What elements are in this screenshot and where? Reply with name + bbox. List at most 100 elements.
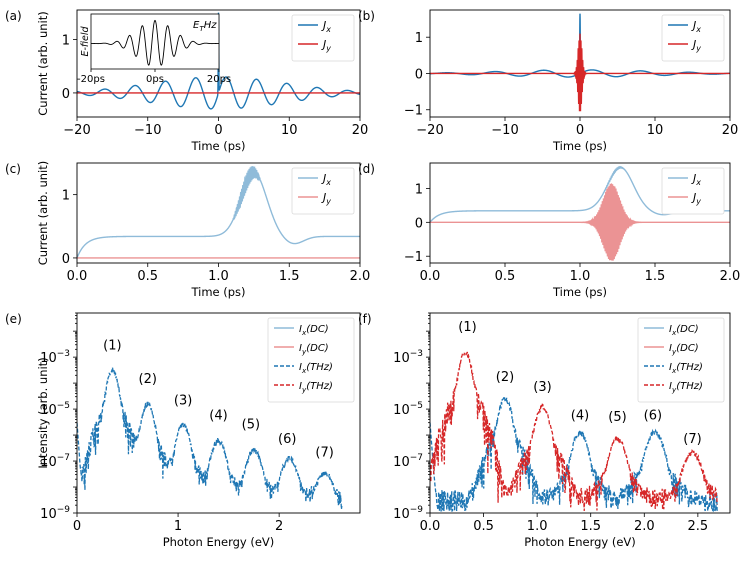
y-tick-label-b: −1 — [404, 104, 423, 119]
y-tick-label-e: 10−7 — [40, 453, 70, 470]
x-tick-label-b: 0 — [576, 123, 584, 138]
legend-d: Jx Jy — [661, 167, 725, 215]
panel-label-c: (c) — [5, 162, 21, 176]
x-tick-label-f: 2.0 — [634, 519, 655, 534]
legend-label-3: Ix(THz) — [299, 362, 333, 375]
x-tick-label-c: 1.5 — [279, 269, 300, 284]
legend-a: Jx Jy — [291, 14, 355, 62]
x-tick-label-e: 0 — [73, 519, 81, 534]
y-tick-label-e: 10−5 — [40, 401, 70, 418]
y-tick-label-b: 1 — [415, 31, 423, 46]
series-line-Jx — [77, 12, 360, 110]
x-tick-label-b: −20 — [416, 123, 443, 138]
x-tick-label-a: −10 — [134, 123, 161, 138]
plot-area-e — [77, 367, 343, 510]
x-tick-label-d: 2.0 — [720, 269, 741, 284]
plot-area-f — [430, 351, 718, 513]
x-tick-label-c: 0.0 — [67, 269, 88, 284]
x-tick-label-b: 10 — [647, 123, 664, 138]
x-axis-label-d: Time (ps) — [552, 285, 607, 299]
x-tick-label-c: 0.5 — [137, 269, 158, 284]
legend-b: Jx Jy — [661, 14, 725, 62]
peak-annotation-6: (6) — [278, 432, 296, 447]
x-tick-label-f: 0.5 — [473, 519, 494, 534]
inset-frame — [90, 13, 220, 70]
legend-label-2: Jy — [691, 38, 701, 53]
y-tick-label-a: 1 — [62, 33, 70, 48]
x-tick-label-d: 0.0 — [420, 269, 441, 284]
x-tick-label-b: 20 — [722, 123, 739, 138]
y-tick-label-e: 10−9 — [40, 505, 70, 522]
y-tick-label-f: 10−7 — [393, 453, 423, 470]
peak-annotation-1: (1) — [103, 338, 121, 353]
panel-label-d: (d) — [358, 162, 375, 176]
panel-c: (c) 0.0 0.5 1.0 1.5 2.0 0 1 Time (ps) Current (ar… — [5, 161, 370, 299]
y-tick-label-f: 10−9 — [393, 505, 423, 522]
peak-annotation-3: (3) — [533, 380, 551, 395]
peak-annotation-4: (4) — [571, 408, 589, 423]
series-line-Iy-THz — [430, 351, 718, 511]
x-tick-label-d: 1.0 — [570, 269, 591, 284]
inset-x-tick-label: 20ps — [207, 74, 231, 85]
legend-box — [291, 167, 355, 215]
inset-x-tick-label: 0ps — [146, 74, 164, 85]
y-tick-label-d: −1 — [404, 250, 423, 265]
y-axis-label-c: Current (arb. unit) — [36, 161, 50, 266]
peak-annotation-3: (3) — [174, 394, 192, 409]
x-axis-label-f: Photon Energy (eV) — [524, 535, 636, 549]
x-tick-label-a: 10 — [281, 123, 298, 138]
legend-box — [661, 167, 725, 215]
y-tick-label-d: 0 — [415, 216, 423, 231]
legend-box — [291, 14, 355, 62]
x-tick-label-d: 1.5 — [645, 269, 666, 284]
series-line-Jy — [430, 183, 730, 261]
x-tick-label-a: −20 — [63, 123, 90, 138]
x-tick-label-f: 1.5 — [580, 519, 601, 534]
peak-annotation-7: (7) — [315, 445, 333, 460]
y-tick-label-f: 10−5 — [393, 401, 423, 418]
x-tick-label-c: 1.0 — [208, 269, 229, 284]
legend-c: Jx Jy — [291, 167, 355, 215]
inset-pulse-line — [91, 19, 219, 66]
inset-x-tick-label: -20ps — [77, 74, 105, 85]
legend-box — [637, 317, 725, 403]
x-axis-label-e: Photon Energy (eV) — [163, 535, 275, 549]
plot-area-c — [77, 166, 360, 259]
legend-label-4: Iy(THz) — [669, 381, 703, 394]
y-tick-label-e: 10−3 — [40, 349, 70, 366]
x-tick-label-a: 20 — [352, 123, 369, 138]
x-axis-label-a: Time (ps) — [190, 139, 245, 153]
legend-label-1: Jx — [691, 19, 701, 34]
peak-annotation-1: (1) — [458, 320, 476, 335]
panel-f: (f) (1) (2) (3) (4) (5) (6) (7) 0.0 0.5 1.0 1.5 2.0 2… — [358, 312, 731, 549]
y-axis-label-e: Intensity (arb. unit) — [36, 357, 50, 468]
y-tick-label-c: 0 — [62, 252, 70, 267]
x-tick-label-b: −10 — [491, 123, 518, 138]
legend-label-1: Ix(DC) — [299, 324, 329, 337]
legend-label-1: Jx — [691, 172, 701, 187]
panel-e: (e) (1) (2) (3) (4) (5) (6) (7) 0 1 2 10−9 10−7 10−5 1… — [5, 312, 361, 549]
series-line-Jy — [430, 33, 730, 112]
x-tick-label-f: 1.0 — [527, 519, 548, 534]
y-tick-label-d: 1 — [415, 182, 423, 197]
series-line-Ix-THz — [77, 367, 343, 510]
x-axis-label-c: Time (ps) — [190, 285, 245, 299]
x-tick-label-e: 1 — [174, 519, 182, 534]
legend-label-3: Ix(THz) — [669, 362, 703, 375]
y-axis-label-a: Current (arb. unit) — [36, 11, 50, 116]
x-tick-label-f: 2.5 — [688, 519, 709, 534]
x-axis-label-b: Time (ps) — [552, 139, 607, 153]
legend-label-2: Jy — [321, 191, 331, 206]
y-tick-label-f: 10−3 — [393, 349, 423, 366]
panel-label-a: (a) — [5, 9, 22, 23]
legend-label-1: Jx — [321, 172, 331, 187]
panel-a: (a) −20 −10 0 10 20 0 1 Time (ps) Current (arb. u… — [5, 9, 368, 153]
panel-label-b: (b) — [358, 9, 375, 23]
plot-area-a — [77, 12, 360, 110]
x-tick-label-a: 0 — [214, 123, 222, 138]
inset-y-label: E-field — [80, 25, 91, 56]
inset-title: ETHz — [193, 20, 217, 33]
panel-d: (d) 0.0 0.5 1.0 1.5 2.0 −1 0 1 Time (ps) Jx Jy — [358, 162, 740, 299]
